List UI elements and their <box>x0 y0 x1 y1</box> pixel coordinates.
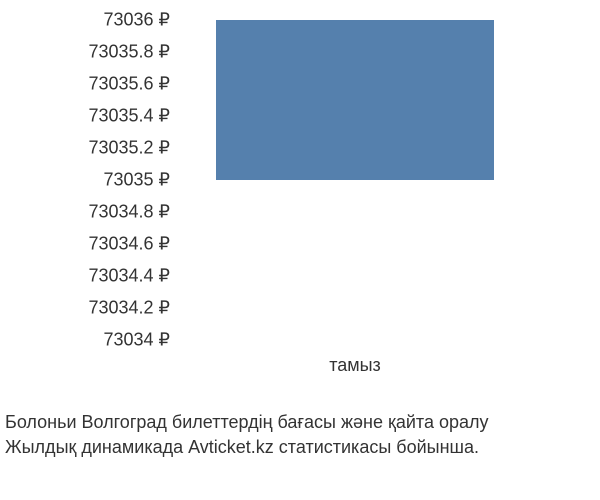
chart-container: 73036 ₽ 73035.8 ₽ 73035.6 ₽ 73035.4 ₽ 73035.… <box>0 10 600 410</box>
y-tick-label: 73034.2 ₽ <box>88 298 170 319</box>
caption-line-1: Болоньи Волгоград билеттердің бағасы жән… <box>5 410 595 435</box>
y-tick-label: 73035.6 ₽ <box>88 74 170 95</box>
y-tick-label: 73034.6 ₽ <box>88 234 170 255</box>
caption-line-2: Жылдық динамикада Avticket.kz статистика… <box>5 435 595 460</box>
chart-caption: Болоньи Волгоград билеттердің бағасы жән… <box>5 410 595 460</box>
y-tick-label: 73034.8 ₽ <box>88 202 170 223</box>
y-tick-label: 73035.8 ₽ <box>88 42 170 63</box>
bar <box>216 20 495 180</box>
y-tick-label: 73035.2 ₽ <box>88 138 170 159</box>
y-tick-label: 73035.4 ₽ <box>88 106 170 127</box>
plot-area <box>185 20 525 340</box>
y-axis: 73036 ₽ 73035.8 ₽ 73035.6 ₽ 73035.4 ₽ 73035.… <box>0 10 180 350</box>
x-axis: тамыз <box>185 350 525 380</box>
y-tick-label: 73034.4 ₽ <box>88 266 170 287</box>
y-tick-label: 73036 ₽ <box>103 10 170 31</box>
y-tick-label: 73034 ₽ <box>103 330 170 351</box>
x-tick-label: тамыз <box>329 355 381 376</box>
y-tick-label: 73035 ₽ <box>103 170 170 191</box>
